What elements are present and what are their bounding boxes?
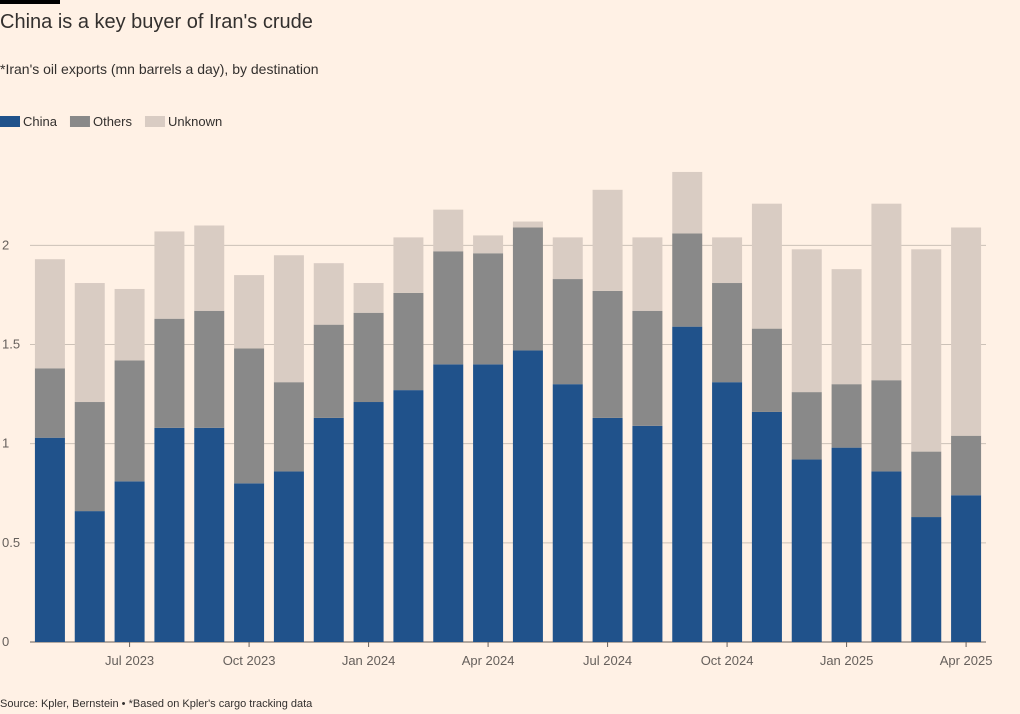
x-tick-label: Jan 2024 (342, 653, 396, 668)
x-tick-label: Jul 2023 (105, 653, 154, 668)
x-tick-label: Jan 2025 (820, 653, 874, 668)
bar-segment (871, 380, 902, 472)
bar-segment (592, 417, 623, 642)
bar-segment (353, 312, 384, 403)
bar-segment (871, 203, 902, 381)
bar-segment (194, 427, 225, 642)
x-tick-label: Jul 2024 (583, 653, 632, 668)
x-tick-label: Oct 2023 (223, 653, 276, 668)
y-tick-label: 0 (2, 634, 9, 649)
legend-label: China (23, 114, 58, 129)
bar-segment (951, 495, 982, 642)
bar-segment (114, 288, 145, 361)
bar-segment (512, 227, 543, 351)
y-tick-label: 0.5 (2, 535, 20, 550)
bar-segment (473, 235, 504, 254)
bar-segment (353, 283, 384, 313)
bar-segment (114, 360, 145, 482)
bar-segment (473, 253, 504, 365)
bar-segment (393, 237, 424, 293)
bar-segment (712, 382, 743, 642)
bar-segment (831, 384, 862, 448)
y-tick-label: 1 (2, 436, 9, 451)
bar-segment (273, 382, 304, 472)
bar-segment (473, 364, 504, 642)
bar-segment (114, 481, 145, 642)
bar-segment (34, 437, 65, 642)
x-tick-label: Apr 2025 (940, 653, 993, 668)
bar-segment (74, 511, 105, 642)
bar-segment (791, 249, 822, 393)
bar-segment (353, 402, 384, 642)
bar-segment (951, 227, 982, 436)
bar-segment (273, 471, 304, 642)
bar-segment (791, 459, 822, 642)
bar-segment (632, 237, 663, 311)
bar-segment (751, 411, 782, 642)
bar-segment (552, 384, 583, 642)
chart-subtitle: *Iran's oil exports (mn barrels a day), … (0, 61, 319, 77)
bar-segment (512, 350, 543, 642)
bar-segment (433, 251, 464, 365)
bar-segment (234, 275, 265, 349)
bar-segment (672, 326, 703, 642)
bar-segment (712, 237, 743, 284)
bar-segment (632, 425, 663, 642)
bar-segment (154, 231, 185, 319)
y-tick-label: 2 (2, 237, 9, 252)
bar-segment (34, 259, 65, 369)
bar-segment (552, 237, 583, 280)
bar-segment (512, 221, 543, 228)
brand-bar (0, 0, 60, 4)
bar-segment (632, 310, 663, 426)
legend-swatch (144, 116, 165, 127)
bar-segment (672, 233, 703, 327)
source: Source: Kpler, Bernstein • *Based on Kpl… (0, 698, 313, 710)
bar-segment (74, 283, 105, 403)
bar-segment (712, 283, 743, 383)
bar-segment (911, 249, 942, 452)
bar-segment (552, 279, 583, 385)
bar-segment (871, 471, 902, 642)
x-tick-label: Oct 2024 (701, 653, 754, 668)
bar-segment (831, 269, 862, 385)
bar-segment (393, 292, 424, 391)
bar-segment (911, 517, 942, 642)
legend-label: Others (93, 114, 133, 129)
bar-segment (393, 390, 424, 642)
bar-segment (234, 483, 265, 642)
legend-label: Unknown (168, 114, 222, 129)
bar-segment (592, 290, 623, 418)
bar-segment (592, 189, 623, 291)
chart-title: China is a key buyer of Iran's crude (0, 11, 313, 33)
bar-segment (751, 203, 782, 329)
legend-swatch (69, 116, 90, 127)
bar-segment (273, 255, 304, 383)
x-tick-label: Apr 2024 (462, 653, 515, 668)
bar-segment (951, 435, 982, 496)
bar-segment (313, 324, 344, 418)
bar-segment (433, 209, 464, 252)
bar-segment (194, 225, 225, 311)
bar-segment (234, 348, 265, 484)
bar-segment (154, 318, 185, 428)
bar-segment (831, 447, 862, 642)
bar-segment (313, 263, 344, 325)
bar-segment (313, 417, 344, 642)
bar-segment (751, 328, 782, 412)
bar-segment (34, 368, 65, 438)
bar-segment (154, 427, 185, 642)
legend-swatch (0, 116, 20, 127)
bar-segment (433, 364, 464, 642)
bar-segment (194, 310, 225, 428)
bar-segment (74, 402, 105, 512)
bar-segment (911, 451, 942, 518)
bar-segment (672, 171, 703, 234)
bar-segment (791, 392, 822, 460)
y-tick-label: 1.5 (2, 337, 20, 352)
